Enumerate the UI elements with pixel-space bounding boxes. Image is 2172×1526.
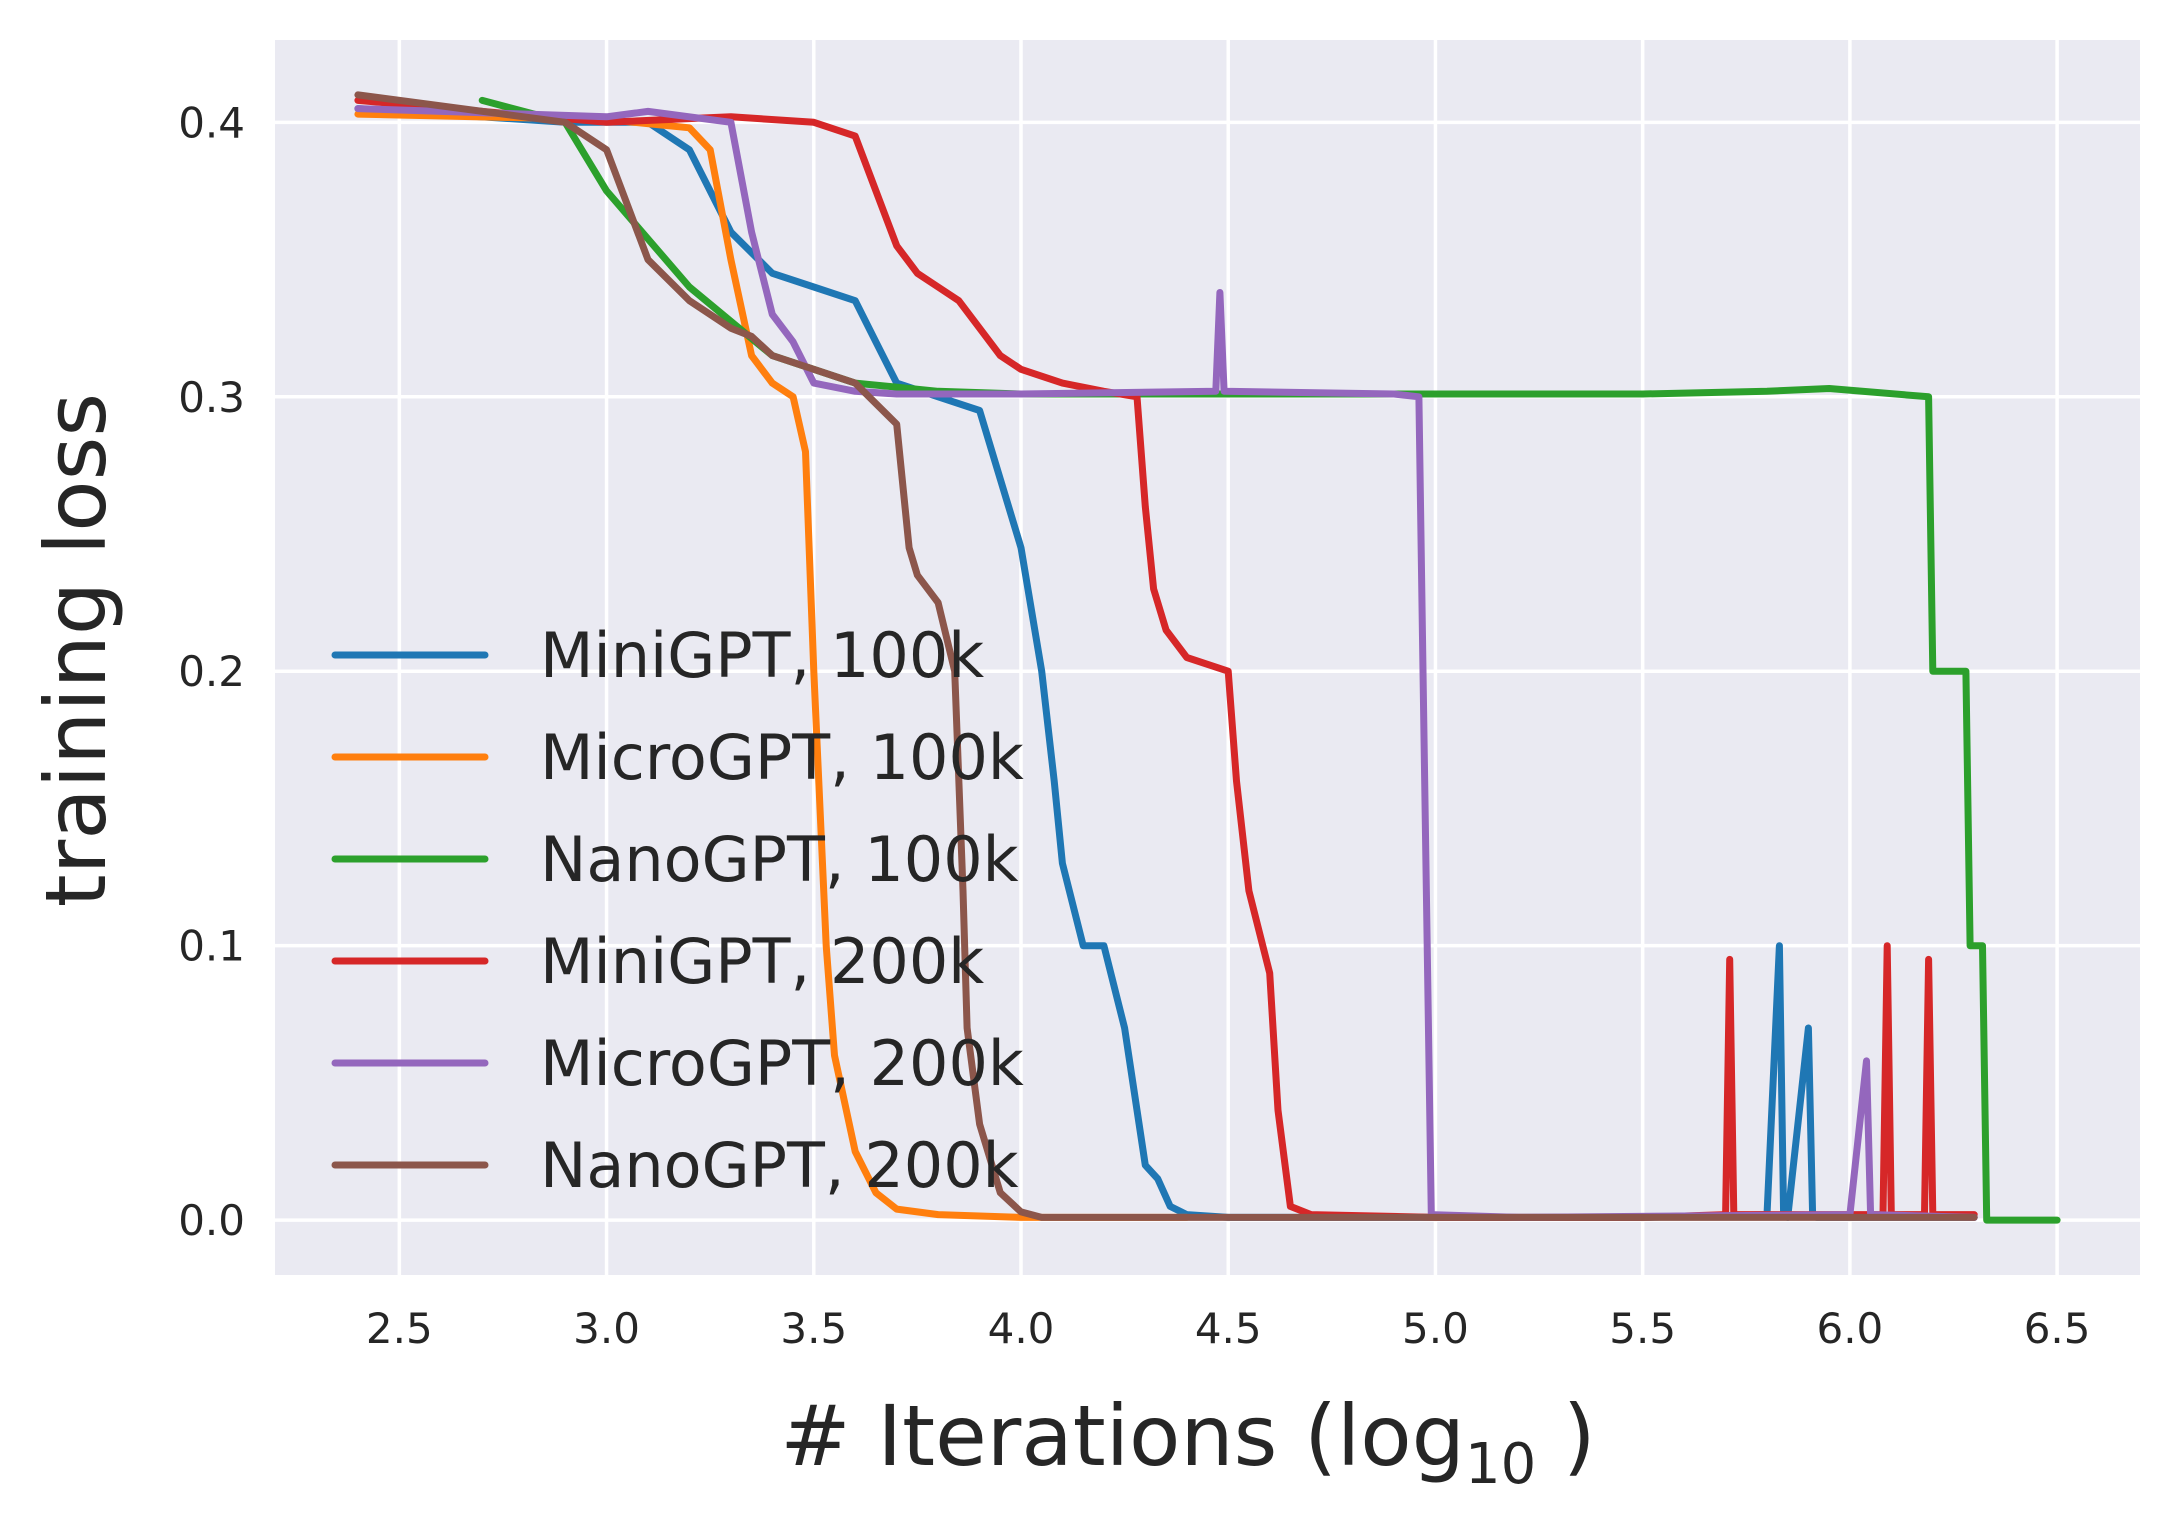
y-tick-label: 0.4: [178, 98, 245, 147]
x-tick-label: 5.0: [1402, 1304, 1469, 1353]
tick-layer: 2.5 3.0 3.5 4.0 4.5 5.0 5.5 6.0 6.5 0.0 0.1 0.2 0.3 0…: [178, 98, 2090, 1353]
x-axis-label-main: # Iterations (log: [780, 1387, 1465, 1485]
x-tick-label: 6.5: [2024, 1304, 2091, 1353]
legend-label: NanoGPT, 100k: [540, 823, 1019, 896]
legend-label: MiniGPT, 100k: [540, 619, 984, 692]
x-tick-label: 4.0: [988, 1304, 1055, 1353]
y-tick-label: 0.2: [178, 647, 245, 696]
series-line: [354, 96, 1978, 1221]
legend: MiniGPT, 100k MicroGPT, 100k NanoGPT, 100k…: [331, 619, 1024, 1202]
y-tick-label: 0.0: [178, 1196, 245, 1245]
x-axis-label-subscript: 10: [1465, 1432, 1536, 1497]
x-axis-label-close: ): [1536, 1387, 1595, 1485]
y-axis-label: training loss: [27, 393, 125, 907]
x-tick-label: 4.5: [1195, 1304, 1262, 1353]
x-axis-label: # Iterations (log10 ): [780, 1387, 1595, 1497]
y-tick-label: 0.1: [178, 922, 245, 971]
legend-label: NanoGPT, 200k: [540, 1129, 1019, 1202]
x-tick-label: 6.0: [1816, 1304, 1883, 1353]
x-tick-label: 2.5: [366, 1304, 433, 1353]
legend-label: MicroGPT, 200k: [540, 1027, 1024, 1100]
series-line: [354, 110, 1191, 1221]
x-tick-label: 3.5: [780, 1304, 847, 1353]
series-layer: [354, 91, 2061, 1224]
plot-background: [275, 40, 2140, 1275]
series-line: [354, 91, 1978, 1221]
x-tick-label: 3.0: [573, 1304, 640, 1353]
x-tick-label: 5.5: [1609, 1304, 1676, 1353]
series-line: [478, 96, 2061, 1224]
series-line: [354, 105, 1978, 1221]
legend-label: MicroGPT, 100k: [540, 721, 1024, 794]
legend-label: MiniGPT, 200k: [540, 925, 984, 998]
y-tick-label: 0.3: [178, 373, 245, 422]
